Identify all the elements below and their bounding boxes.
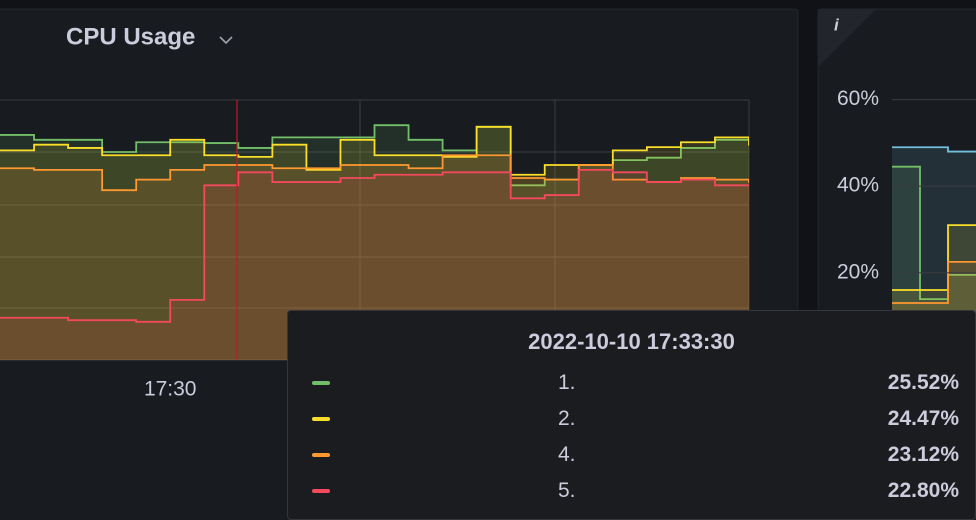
y-tick-label: 60% bbox=[837, 87, 879, 110]
tooltip-label: 5. bbox=[558, 479, 576, 502]
tooltip-label: 2. bbox=[558, 407, 576, 430]
series-area bbox=[892, 225, 976, 316]
series-swatch bbox=[312, 381, 330, 385]
tooltip-row: 1. 25.52% bbox=[288, 368, 975, 398]
series-area bbox=[892, 261, 976, 316]
series-swatch bbox=[312, 489, 330, 493]
tooltip-value: 22.80% bbox=[887, 479, 959, 502]
tooltip-value: 23.12% bbox=[887, 443, 959, 466]
series-swatch bbox=[312, 453, 330, 457]
series-line bbox=[0, 124, 749, 187]
info-icon[interactable]: i bbox=[834, 15, 840, 34]
title-dropdown[interactable] bbox=[219, 36, 233, 45]
x-tick-label: 17:30 bbox=[144, 378, 197, 401]
panel-title[interactable]: CPU Usage bbox=[66, 23, 195, 50]
series-line bbox=[0, 125, 749, 176]
series-area bbox=[0, 125, 749, 360]
y-tick-label: 40% bbox=[837, 174, 879, 197]
tooltip-value: 24.47% bbox=[887, 407, 959, 430]
tooltip: 2022-10-10 17:33:30 1. 25.52% 2. 24.47% 4. 23… bbox=[287, 310, 976, 520]
series-line bbox=[892, 224, 976, 291]
series-area bbox=[0, 155, 749, 360]
y-tick-label: 20% bbox=[837, 260, 879, 283]
series-area bbox=[0, 126, 749, 360]
tooltip-time: 2022-10-10 17:33:30 bbox=[528, 329, 735, 354]
series-area bbox=[892, 147, 976, 316]
tooltip-row: 4. 23.12% bbox=[288, 440, 975, 470]
tooltip-row: 2. 24.47% bbox=[288, 404, 975, 434]
series-line bbox=[892, 261, 976, 304]
series-line bbox=[892, 146, 976, 153]
grid bbox=[0, 99, 750, 361]
series-line bbox=[0, 168, 749, 323]
series-swatch bbox=[312, 417, 330, 421]
series-area bbox=[892, 166, 976, 316]
tooltip-row: 5. 22.80% bbox=[288, 476, 975, 506]
info-corner bbox=[818, 9, 876, 67]
tooltip-value: 25.52% bbox=[887, 371, 959, 394]
tooltip-label: 1. bbox=[558, 371, 576, 394]
tooltip-label: 4. bbox=[558, 443, 576, 466]
